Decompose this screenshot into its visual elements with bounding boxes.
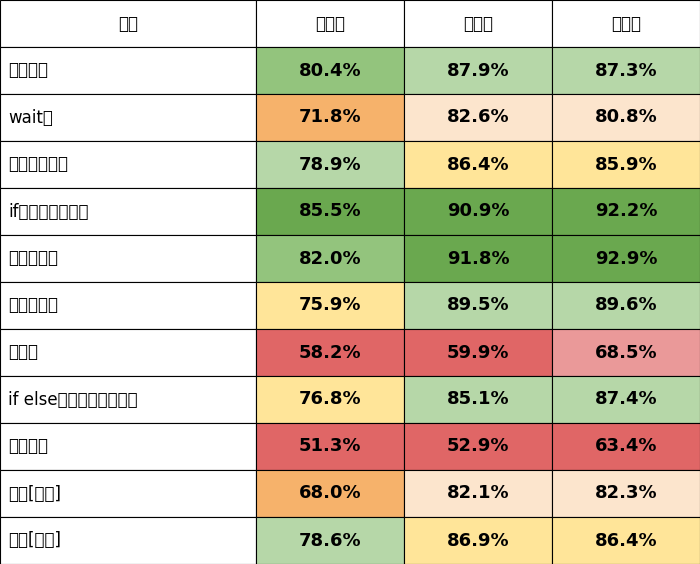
Bar: [404, 94, 552, 141]
Text: 87.4%: 87.4%: [595, 390, 657, 408]
Bar: [256, 188, 404, 235]
Text: wait文: wait文: [8, 108, 53, 126]
Bar: [552, 47, 700, 94]
Text: 82.6%: 82.6%: [447, 108, 510, 126]
Bar: [0, 94, 256, 141]
Bar: [0, 470, 256, 517]
Text: 87.3%: 87.3%: [595, 61, 657, 80]
Bar: [0, 188, 256, 235]
Bar: [0, 376, 256, 423]
Text: 51.3%: 51.3%: [298, 438, 361, 456]
Bar: [256, 141, 404, 188]
Bar: [404, 47, 552, 94]
Text: 82.0%: 82.0%: [298, 249, 361, 267]
Bar: [256, 282, 404, 329]
Text: 71.8%: 71.8%: [298, 108, 361, 126]
Bar: [552, 517, 700, 564]
Text: 86.9%: 86.9%: [447, 531, 510, 549]
Bar: [404, 141, 552, 188]
Text: 並列処理: 並列処理: [8, 438, 48, 456]
Text: 数字の大小: 数字の大小: [8, 297, 58, 315]
Bar: [0, 0, 256, 47]
Text: 68.0%: 68.0%: [298, 484, 361, 503]
Text: 90.9%: 90.9%: [447, 202, 510, 221]
Bar: [256, 423, 404, 470]
Text: 76.8%: 76.8%: [298, 390, 361, 408]
Bar: [552, 376, 700, 423]
Bar: [404, 470, 552, 517]
Text: 角度[絶対]: 角度[絶対]: [8, 484, 62, 503]
Text: フレーム更新: フレーム更新: [8, 156, 69, 174]
Bar: [404, 376, 552, 423]
Text: 86.4%: 86.4%: [595, 531, 657, 549]
Bar: [0, 47, 256, 94]
Bar: [256, 94, 404, 141]
Bar: [0, 423, 256, 470]
Text: 正・負の数: 正・負の数: [8, 249, 58, 267]
Bar: [256, 470, 404, 517]
Bar: [0, 141, 256, 188]
Text: 89.5%: 89.5%: [447, 297, 510, 315]
Bar: [0, 282, 256, 329]
Text: 92.9%: 92.9%: [595, 249, 657, 267]
Bar: [256, 376, 404, 423]
Text: 86.4%: 86.4%: [447, 156, 510, 174]
Bar: [404, 282, 552, 329]
Text: 59.9%: 59.9%: [447, 343, 510, 362]
Text: 角度[相対]: 角度[相対]: [8, 531, 62, 549]
Text: 52.9%: 52.9%: [447, 438, 510, 456]
Text: 87.9%: 87.9%: [447, 61, 510, 80]
Text: 75.9%: 75.9%: [298, 297, 361, 315]
Bar: [552, 282, 700, 329]
Bar: [404, 517, 552, 564]
Bar: [552, 141, 700, 188]
Text: 80.4%: 80.4%: [298, 61, 361, 80]
Text: if文（条件分岐）: if文（条件分岐）: [8, 202, 89, 221]
Bar: [552, 470, 700, 517]
Bar: [404, 329, 552, 376]
Text: 85.9%: 85.9%: [595, 156, 657, 174]
Bar: [404, 188, 552, 235]
Text: 91.8%: 91.8%: [447, 249, 510, 267]
Bar: [0, 235, 256, 282]
Bar: [552, 0, 700, 47]
Bar: [0, 329, 256, 376]
Text: 初期化: 初期化: [8, 343, 38, 362]
Bar: [256, 0, 404, 47]
Bar: [552, 329, 700, 376]
Bar: [552, 188, 700, 235]
Bar: [256, 329, 404, 376]
Text: if else文（条件二分岐）: if else文（条件二分岐）: [8, 390, 138, 408]
Text: 85.1%: 85.1%: [447, 390, 510, 408]
Text: 小学生: 小学生: [315, 15, 344, 33]
Bar: [0, 517, 256, 564]
Bar: [404, 423, 552, 470]
Text: 58.2%: 58.2%: [298, 343, 361, 362]
Bar: [256, 47, 404, 94]
Text: 85.5%: 85.5%: [298, 202, 361, 221]
Bar: [552, 235, 700, 282]
Text: 概念: 概念: [118, 15, 138, 33]
Text: 63.4%: 63.4%: [595, 438, 657, 456]
Text: 80.8%: 80.8%: [595, 108, 657, 126]
Text: 順次実行: 順次実行: [8, 61, 48, 80]
Text: 78.9%: 78.9%: [298, 156, 361, 174]
Bar: [552, 94, 700, 141]
Text: 高校生: 高校生: [611, 15, 641, 33]
Text: 68.5%: 68.5%: [595, 343, 657, 362]
Bar: [404, 235, 552, 282]
Text: 78.6%: 78.6%: [298, 531, 361, 549]
Text: 82.1%: 82.1%: [447, 484, 510, 503]
Bar: [256, 517, 404, 564]
Bar: [404, 0, 552, 47]
Bar: [552, 423, 700, 470]
Bar: [256, 235, 404, 282]
Text: 89.6%: 89.6%: [595, 297, 657, 315]
Text: 中学生: 中学生: [463, 15, 493, 33]
Text: 92.2%: 92.2%: [595, 202, 657, 221]
Text: 82.3%: 82.3%: [595, 484, 657, 503]
